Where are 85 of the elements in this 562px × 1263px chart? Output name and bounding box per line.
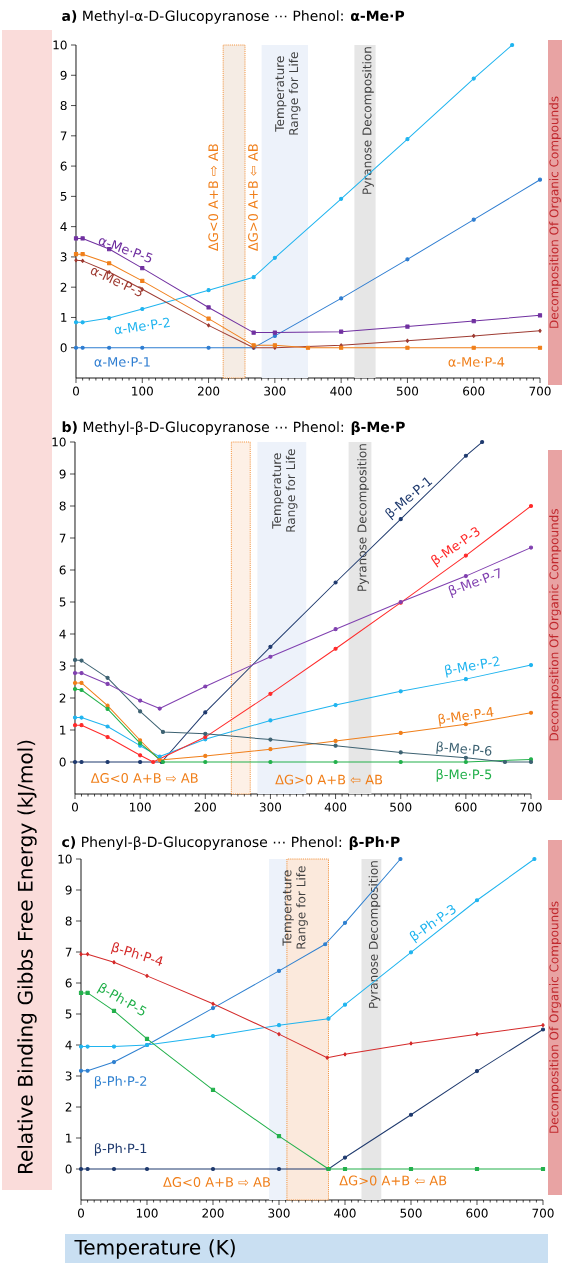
- y-tick-label: 0: [59, 757, 66, 767]
- y-tick-label: 7: [65, 947, 72, 957]
- y-tick-label: 2: [60, 282, 67, 292]
- x-tick-label: 0: [77, 1208, 85, 1218]
- y-tick-label: 4: [65, 1040, 72, 1050]
- chart-title: a) Methyl-α-D-Glucopyranose ⋯ Phenol: α-Me·P: [62, 10, 405, 24]
- band-label: Temperature Range for Life: [282, 866, 308, 949]
- x-tick-label: 100: [130, 802, 151, 812]
- y-tick-label: 5: [60, 191, 67, 201]
- annotation: ΔG<0 A+B ⇨ AB: [90, 773, 198, 783]
- x-tick-label: 700: [532, 1208, 554, 1218]
- annotation: ΔG<0 A+B ⇨ AB: [208, 144, 219, 252]
- x-tick-label: 300: [259, 802, 282, 812]
- y-tick-label: 8: [59, 501, 66, 511]
- x-tick-label: 200: [194, 802, 216, 812]
- y-tick-label: 10: [53, 40, 67, 50]
- text: Decomposition Of Organic Compounds: [549, 901, 561, 1133]
- text: β-Me·P-4: [438, 707, 494, 727]
- series-label: α-Me·P-1: [94, 357, 150, 367]
- x-tick-label: 400: [324, 802, 347, 812]
- x-tick-label: 400: [330, 386, 352, 396]
- series-label: β-Me·P-5: [436, 769, 492, 782]
- y-tick-label: 3: [59, 661, 66, 671]
- y-tick-label: 8: [60, 101, 67, 111]
- y-tick-label: 9: [60, 70, 67, 80]
- x-tick-label: 200: [202, 1208, 224, 1218]
- annotation: ΔG>0 A+B ⇦ AB: [275, 774, 383, 785]
- y-tick-label: 1: [61, 313, 67, 322]
- x-tick-label: 500: [396, 386, 419, 396]
- y-tick-label: 2: [65, 1102, 72, 1112]
- x-tick-label: 700: [529, 386, 551, 396]
- y-tick-label: 0: [65, 1164, 72, 1174]
- y-tick-label: 2: [59, 693, 66, 703]
- y-tick-label: 6: [60, 161, 67, 171]
- x-tick-label: 300: [264, 386, 286, 396]
- series-label: β-Me·P-6: [436, 741, 492, 756]
- y-tick-label: 3: [65, 1071, 72, 1081]
- text: α-Me·P-2: [114, 317, 170, 335]
- chart-title: c) Phenyl-β-D-Glucopyranose ⋯ Phenol: β-Ph·P: [62, 836, 400, 850]
- y-tick-label: 1: [66, 1133, 72, 1143]
- y-tick-label: 9: [59, 469, 66, 479]
- series-label: α-Me·P-4: [448, 357, 505, 367]
- annotation: ΔG>0 A+B ⇦ AB: [339, 1175, 447, 1186]
- x-axis-title: Temperature (K): [74, 1239, 235, 1259]
- y-tick-label: 6: [65, 978, 72, 988]
- band-label: Pyranose Decomposition: [357, 444, 369, 591]
- x-tick-label: 600: [466, 1208, 488, 1218]
- x-tick-label: 300: [268, 1208, 290, 1218]
- x-tick-label: 400: [334, 1208, 356, 1218]
- band-label: Pyranose Decomposition: [362, 47, 374, 194]
- annotation: ΔG<0 A+B ⇨ AB: [163, 1177, 270, 1187]
- y-tick-label: 10: [52, 437, 66, 447]
- x-tick-label: 100: [132, 386, 153, 396]
- text: β-Me·P-2: [444, 656, 500, 678]
- annotation: ΔG>0 A+B ⇦ AB: [248, 144, 258, 252]
- y-tick-label: 5: [65, 1009, 72, 1019]
- y-axis-title: Relative Binding Gibbs Free Energy (kJ/mol): [17, 740, 37, 1174]
- y-tick-label: 9: [65, 885, 72, 895]
- y-tick-label: 5: [59, 597, 66, 607]
- y-tick-label: 7: [60, 131, 67, 141]
- band-label: Temperature Range for Life: [275, 52, 301, 135]
- y-tick-label: 8: [65, 916, 72, 926]
- chart-title: b) Methyl-β-D-Glucopyranose ⋯ Phenol: β-Me·P: [62, 421, 405, 435]
- x-tick-label: 200: [198, 386, 220, 396]
- y-tick-label: 3: [60, 252, 67, 262]
- x-tick-label: 700: [520, 802, 542, 812]
- text: Decomposition Of Organic Compounds: [549, 96, 561, 328]
- x-tick-label: 500: [390, 802, 412, 812]
- y-tick-label: 10: [58, 854, 72, 864]
- y-tick-label: 1: [60, 725, 66, 735]
- x-tick-label: 100: [136, 1208, 158, 1218]
- y-tick-label: 0: [60, 343, 67, 353]
- series-label: β-Ph·P-2: [94, 1075, 147, 1089]
- x-tick-label: 0: [72, 386, 80, 396]
- band-label: Pyranose Decomposition: [368, 861, 381, 1008]
- text: Decomposition Of Organic Compounds: [549, 509, 561, 741]
- y-tick-label: 7: [59, 533, 66, 543]
- y-tick-label: 6: [59, 565, 66, 575]
- y-tick-label: 4: [60, 222, 67, 232]
- band-label: Temperature Range for Life: [272, 449, 298, 532]
- x-tick-label: 600: [455, 802, 477, 812]
- x-tick-label: 600: [463, 386, 485, 396]
- x-tick-label: 500: [400, 1208, 422, 1218]
- series-label: β-Ph·P-1: [94, 1143, 147, 1156]
- y-tick-label: 4: [59, 629, 66, 639]
